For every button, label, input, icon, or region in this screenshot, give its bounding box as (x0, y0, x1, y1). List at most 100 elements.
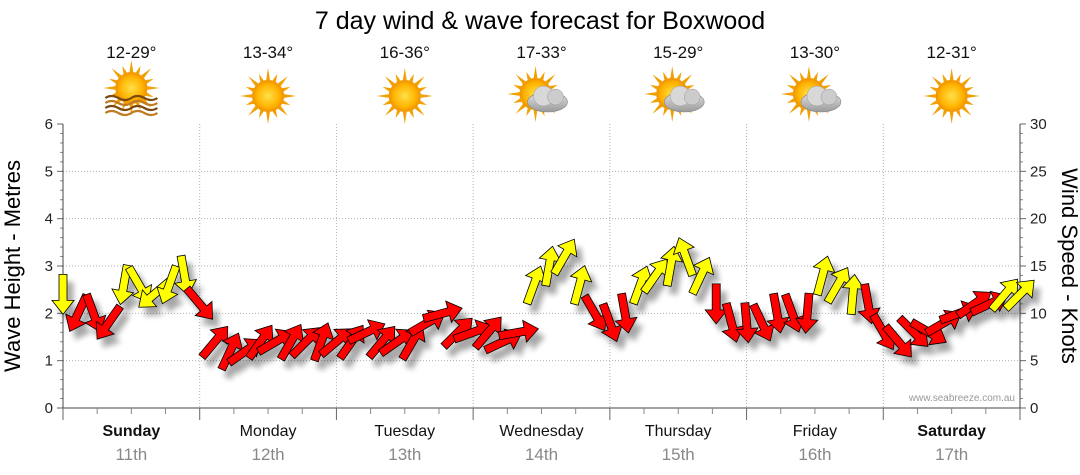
wind-arrow-shape (346, 319, 386, 345)
sun-ray (670, 66, 675, 79)
sun-ray (807, 66, 811, 79)
sun-ray (955, 109, 961, 119)
sun-ray (670, 109, 675, 122)
wind-arrow (95, 303, 124, 340)
sun-ray (282, 100, 291, 106)
wind-arrow (51, 273, 75, 316)
wind-arrow (198, 325, 229, 361)
sun-ray (395, 73, 401, 83)
sun-ray (533, 66, 538, 79)
sun-ray (418, 100, 427, 106)
sun-ray (539, 71, 545, 81)
sun-ray (245, 86, 255, 92)
sun-ray (789, 74, 800, 85)
axes: 0 1 2 3 4 5 6 0 5 10 15 20 25 30 (45, 116, 1047, 420)
right-axis-label: Wind Speed - Knots (1057, 168, 1080, 364)
sun-ray (682, 74, 693, 85)
temperature-label: 15-29° (653, 43, 703, 62)
sun-ray (507, 92, 520, 96)
sun-ray (111, 68, 122, 79)
wind-arrow (183, 285, 213, 320)
wind-arrow-shape (1002, 279, 1035, 312)
left-tick-label: 5 (45, 163, 53, 180)
wind-arrow-shape (659, 245, 684, 287)
day-name-label: Thursday (645, 423, 712, 440)
right-tick-label: 5 (1030, 353, 1038, 370)
sun-ray (949, 111, 954, 124)
wind-arrow-shape (688, 256, 715, 296)
haze-icon (104, 94, 158, 117)
left-tick-label: 3 (45, 258, 53, 275)
right-tick-label: 15 (1030, 258, 1047, 275)
sun-ray (145, 92, 154, 98)
sun-ray (818, 74, 829, 85)
sun-ray (526, 71, 532, 81)
sun-ray (145, 78, 154, 84)
sun-ray (418, 86, 427, 92)
sun-ray (652, 103, 663, 114)
temperature-label: 17-33° (516, 43, 566, 62)
temperature-label: 12-29° (106, 43, 156, 62)
sun-ray (515, 103, 526, 114)
sun-ray (799, 107, 805, 117)
sun-ray (277, 76, 288, 87)
left-axis-label: Wave Height - Metres (0, 160, 25, 372)
wind-arrow-shape (51, 273, 75, 316)
sun-ray (923, 94, 936, 98)
sun-ray (409, 73, 414, 83)
wind-arrow-shape (882, 323, 912, 358)
wind-arrow (795, 292, 819, 334)
sun-ray (931, 105, 942, 116)
wind-arrow-shape (735, 302, 759, 344)
wind-arrow (857, 283, 881, 325)
wind-arrow-shape (95, 303, 124, 340)
sun-ray (258, 73, 264, 83)
haze-line (104, 109, 158, 117)
temperature-label: 13-34° (243, 43, 293, 62)
sun-ray (258, 109, 264, 119)
wind-arrow (688, 256, 715, 296)
wind-arrow-shape (173, 254, 198, 296)
temperature-label: 13-30° (790, 43, 840, 62)
day-date-label: 16th (798, 445, 831, 464)
sun-ray (780, 92, 794, 96)
wind-arrow (1002, 279, 1035, 312)
left-tick-label: 1 (45, 353, 53, 370)
right-tick-label: 0 (1030, 400, 1038, 417)
wind-arrow-shape (766, 292, 790, 334)
sun-ray (955, 73, 961, 83)
sun-ray (414, 105, 425, 116)
wind-arrow-shape (198, 325, 229, 361)
sun-ray (277, 105, 288, 116)
sun-ray (545, 74, 556, 85)
cloud-icon (527, 85, 568, 113)
sun-disc (935, 80, 968, 112)
sun-ray (515, 74, 526, 85)
wind-arrow (398, 323, 426, 362)
haze-line (104, 94, 158, 102)
sun-ray (965, 86, 974, 92)
sun-ray (961, 105, 972, 116)
sun-ray (931, 76, 942, 87)
sun-ray (384, 105, 395, 116)
sun-ray (961, 76, 972, 87)
sun-ray (644, 92, 657, 96)
sun-ray (414, 76, 425, 87)
right-tick-label: 20 (1030, 211, 1047, 228)
sun-ray (129, 60, 134, 73)
wind-arrow-shape (398, 323, 426, 362)
wind-arrow-shape (812, 255, 836, 297)
sun-ray (282, 86, 291, 92)
left-tick-label: 4 (45, 211, 53, 228)
wind-arrow (812, 255, 836, 297)
right-tick-label: 10 (1030, 305, 1047, 322)
sun-ray (409, 109, 414, 119)
sun-ray (283, 94, 297, 98)
sun-ray (248, 76, 259, 87)
wind-arrow-shape (421, 300, 463, 324)
sun-ray (135, 65, 141, 75)
wind-arrow (82, 292, 107, 333)
right-tick-label: 25 (1030, 163, 1047, 180)
wind-arrow (614, 292, 638, 334)
